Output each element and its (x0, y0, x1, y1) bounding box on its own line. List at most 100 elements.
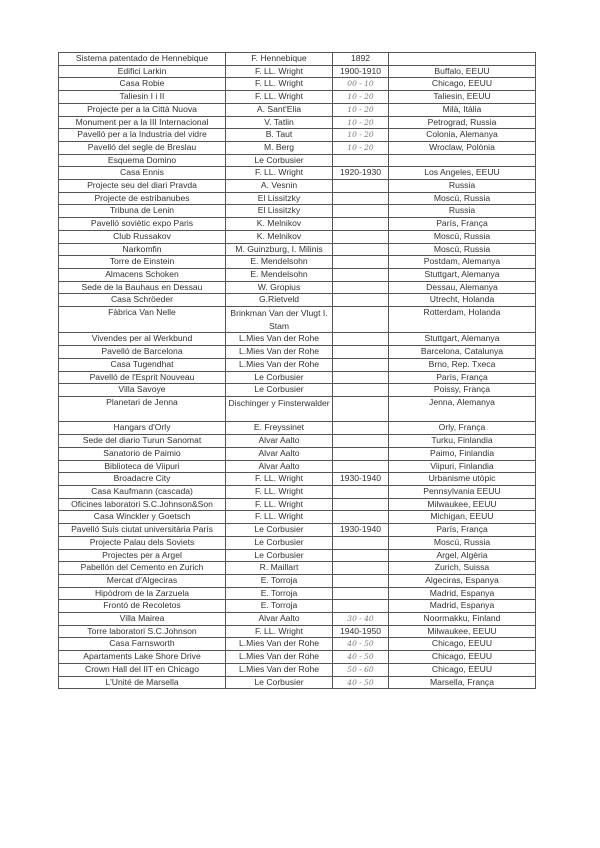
architect-cell: Le Corbusier (225, 675, 333, 690)
table-row: Torre laboratori S.C.Johnson F. LL. Wrigh… (58, 624, 536, 639)
work-cell: Projecte Palau dels Soviets (58, 535, 226, 550)
work-cell: Pavelló soviètic expo Paris (58, 217, 226, 231)
years-cell: 50 - 60 (332, 662, 389, 677)
architecture-works-table: Sistema patentado de Hennebique F. Henneb… (58, 52, 536, 690)
architect-cell: F. Hennebique (225, 52, 333, 66)
location-cell: Russia (388, 204, 536, 219)
architect-cell: A. Vesnin (225, 179, 333, 193)
table-row: Biblioteca de Viipuri Alvar Aalto Viipuri,… (58, 459, 536, 474)
years-cell (332, 229, 389, 244)
architect-cell: M. Berg (225, 140, 333, 155)
location-cell: Petrograd, Russia (388, 115, 536, 130)
work-cell: Frontó de Recoletos (58, 599, 226, 614)
work-cell: Pavelló de Barcelona (58, 345, 226, 359)
location-cell: Utrecht, Holanda (388, 293, 536, 308)
table-row: Sede del diario Turun Sanomat Alvar Aalto… (58, 434, 536, 448)
architect-cell: El Lissitzky (225, 204, 333, 219)
architect-cell: F. LL. Wright (225, 64, 333, 79)
table-row: Frontó de Recoletos E. Torroja Madrid, Esp… (58, 599, 536, 614)
architect-cell: Le Corbusier (225, 523, 333, 537)
architect-cell: L.Mies Van der Rohe (225, 662, 333, 677)
location-cell: Postdam, Alemanya (388, 255, 536, 269)
years-cell (332, 510, 389, 525)
table-row: Apartaments Lake Shore Drive L.Mies Van d… (58, 650, 536, 664)
work-cell: Esquema Domino (58, 153, 226, 168)
years-cell: 10 - 20 (332, 115, 389, 130)
work-cell: Oficines laboratori S.C.Johnson&Son (58, 497, 226, 512)
work-cell: Apartaments Lake Shore Drive (58, 650, 226, 664)
work-cell: Hangars d'Orly (58, 421, 226, 436)
table-row: Edifici Larkin F. LL. Wright 1900-1910 Buff… (58, 64, 536, 79)
architect-cell: F. LL. Wright (225, 77, 333, 92)
location-cell: Paimo, Finlandia (388, 446, 536, 461)
years-cell: 10 - 20 (332, 90, 389, 104)
location-cell: Orly, França (388, 421, 536, 436)
table-row: Projecte de estribanubes El Lissitzky Mosc… (58, 191, 536, 206)
table-row: Casa Ennis F. LL. Wright 1920-1930 Los Ange… (58, 166, 536, 181)
location-cell: Algeciras, Espanya (388, 573, 536, 588)
years-cell (332, 332, 389, 347)
architect-cell: B. Taut (225, 128, 333, 142)
architect-cell: E. Torroja (225, 573, 333, 588)
architect-cell: E. Torroja (225, 599, 333, 614)
table-row: Projectes per a Argel Le Corbusier Argel, … (58, 548, 536, 563)
years-cell: 1920-1930 (332, 166, 389, 181)
location-cell: Milà, Itàlia (388, 102, 536, 117)
architect-cell: Brinkman Van der Vlugt I. Stam (225, 306, 333, 334)
table-row: Casa Farnsworth L.Mies Van der Rohe 40 - 5… (58, 637, 536, 652)
work-cell: Biblioteca de Viipuri (58, 459, 226, 474)
location-cell: Moscú, Russia (388, 229, 536, 244)
work-cell: Casa Farnsworth (58, 637, 226, 652)
years-cell (332, 255, 389, 269)
table-row: Casa Tugendhat L.Mies Van der Rohe Brno, R… (58, 357, 536, 372)
location-cell: Stuttgart, Alemanya (388, 332, 536, 347)
work-cell: Projectes per a Argel (58, 548, 226, 563)
architect-cell: Le Corbusier (225, 548, 333, 563)
work-cell: Villa Mairea (58, 612, 226, 626)
location-cell: Rotterdam, Holanda (388, 306, 536, 334)
years-cell: 1930-1940 (332, 523, 389, 537)
years-cell (332, 191, 389, 206)
table-row: Sistema patentado de Hennebique F. Henneb… (58, 52, 536, 66)
table-row: Almacens Schoken E. Mendelsohn Stuttgart, … (58, 267, 536, 282)
work-cell: Pavelló del segle de Breslau (58, 140, 226, 155)
work-cell: Torre de Einstein (58, 255, 226, 269)
table-row: Pavelló de Barcelona L.Mies Van der Rohe B… (58, 345, 536, 359)
years-cell (332, 535, 389, 550)
work-cell: Narkomfin (58, 242, 226, 257)
location-cell: París, França (388, 523, 536, 537)
location-cell: Barcelona, Catalunya (388, 345, 536, 359)
work-cell: Tribuna de Lenin (58, 204, 226, 219)
architect-cell: El Lissitzky (225, 191, 333, 206)
table-row: Hangars d'Orly E. Freyssinet Orly, França (58, 421, 536, 436)
location-cell: Chicago, EEUU (388, 662, 536, 677)
table-row: Casa Schröeder G.Rietveld Utrecht, Holanda (58, 293, 536, 308)
work-cell: Pavelló Suís ciutat universitària París (58, 523, 226, 537)
table-row: Sede de la Bauhaus en Dessau W. Gropius De… (58, 280, 536, 295)
architect-cell: L.Mies Van der Rohe (225, 357, 333, 372)
work-cell: Almacens Schoken (58, 267, 226, 282)
work-cell: Casa Winckler y Goetsch (58, 510, 226, 525)
table-row: L'Unité de Marsella Le Corbusier 40 - 50 Ma… (58, 675, 536, 690)
years-cell (332, 446, 389, 461)
location-cell: Zurich, Suissa (388, 561, 536, 575)
location-cell: Moscú, Russia (388, 191, 536, 206)
architect-cell: Alvar Aalto (225, 446, 333, 461)
location-cell: Marsella, França (388, 675, 536, 690)
architect-cell: F. LL. Wright (225, 90, 333, 104)
architect-cell: K. Melnikov (225, 229, 333, 244)
work-cell: Sanatorio de Paimio (58, 446, 226, 461)
years-cell (332, 179, 389, 193)
location-cell: Poissy, França (388, 383, 536, 397)
location-cell: Viipuri, Finlandia (388, 459, 536, 474)
architect-cell: F. LL. Wright (225, 497, 333, 512)
location-cell (388, 52, 536, 66)
years-cell: 30 - 40 (332, 612, 389, 626)
work-cell: Vivendes per al Werkbund (58, 332, 226, 347)
years-cell (332, 383, 389, 397)
table-row: Projecte per a la Città Nuova A. Sant'Eli… (58, 102, 536, 117)
work-cell: Pabellón del Cemento en Zurich (58, 561, 226, 575)
architect-cell: L.Mies Van der Rohe (225, 332, 333, 347)
architect-cell: E. Torroja (225, 586, 333, 601)
table-row: Club Russakov K. Melnikov Moscú, Russia (58, 229, 536, 244)
